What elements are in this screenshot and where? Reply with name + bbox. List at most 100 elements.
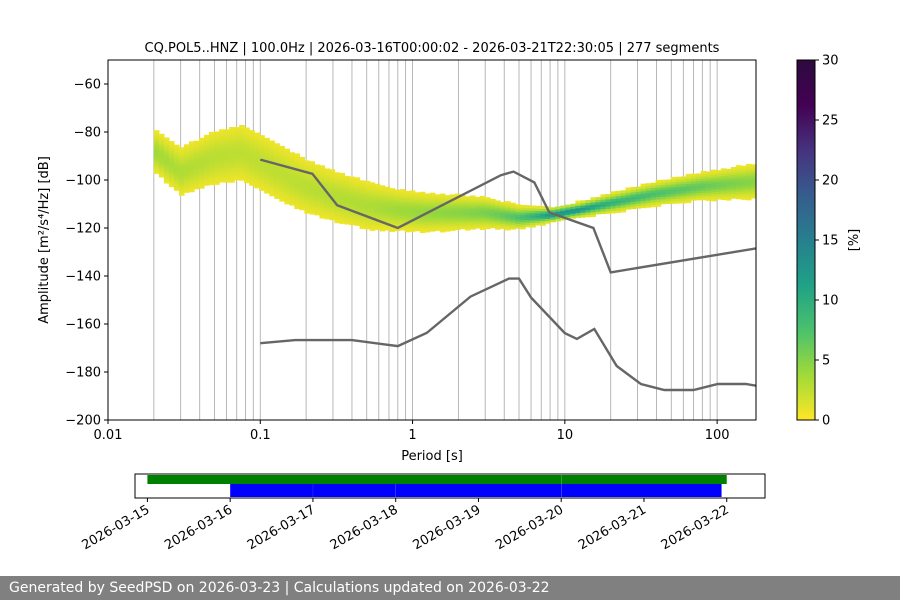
heatmap-cell: [339, 221, 346, 224]
heatmap-cell: [229, 139, 235, 142]
heatmap-cell: [675, 193, 682, 197]
heatmap-cell: [219, 174, 225, 178]
heatmap-cell: [219, 131, 225, 135]
heatmap-cell: [229, 136, 235, 140]
heatmap-cell: [274, 191, 280, 195]
heatmap-cell: [344, 185, 351, 189]
heatmap-cell: [178, 154, 185, 158]
heatmap-cell: [319, 167, 326, 171]
heatmap-cell: [279, 181, 285, 185]
heatmap-cell: [650, 189, 657, 193]
heatmap-cell: [234, 127, 240, 131]
heatmap-cell: [183, 189, 190, 193]
heatmap-cell: [615, 200, 622, 204]
heatmap-cell: [675, 195, 682, 199]
heatmap-cell: [224, 158, 230, 162]
heatmap-cell: [485, 223, 491, 227]
heatmap-cell: [359, 209, 366, 213]
heatmap-cell: [193, 171, 200, 175]
heatmap-cell: [505, 217, 511, 221]
heatmap-cell: [660, 182, 667, 186]
heatmap-cell: [560, 210, 566, 214]
heatmap-cell: [399, 217, 406, 221]
heatmap-cell: [168, 174, 175, 178]
heatmap-cell: [183, 168, 190, 172]
heatmap-cell: [359, 187, 366, 191]
heatmap-cell: [429, 226, 436, 230]
heatmap-cell: [324, 202, 331, 205]
heatmap-cell: [444, 221, 451, 225]
heatmap-cell: [715, 196, 722, 200]
heatmap-cell: [309, 180, 316, 184]
heatmap-cell: [424, 227, 431, 230]
heatmap-cell: [705, 188, 712, 192]
heatmap-cell: [620, 197, 627, 201]
heatmap-cell: [705, 183, 712, 187]
heatmap-cell: [334, 181, 341, 185]
heatmap-cell: [259, 183, 265, 187]
heatmap-cell: [409, 190, 416, 194]
heatmap-cell: [158, 153, 165, 156]
heatmap-cell: [264, 161, 270, 165]
timeline-tick-label: 2026-03-19: [411, 502, 484, 553]
heatmap-cell: [264, 154, 270, 158]
heatmap-cell: [469, 202, 476, 206]
heatmap-cell: [264, 137, 270, 141]
heatmap-cell: [414, 201, 421, 205]
heatmap-cell: [384, 203, 391, 207]
heatmap-cell: [725, 178, 732, 182]
heatmap-cell: [384, 193, 391, 197]
heatmap-cell: [219, 150, 225, 154]
heatmap-cell: [665, 191, 672, 195]
heatmap-cell: [299, 200, 305, 204]
heatmap-cell: [339, 213, 346, 217]
heatmap-cell: [665, 184, 672, 188]
heatmap-cell: [389, 217, 396, 220]
heatmap-cell: [234, 141, 240, 145]
heatmap-cell: [434, 196, 441, 200]
heatmap-cell: [234, 146, 240, 150]
heatmap-cell: [620, 190, 627, 194]
heatmap-cell: [389, 209, 396, 213]
heatmap-cell: [710, 196, 717, 199]
heatmap-cell: [449, 206, 456, 210]
heatmap-cell: [540, 215, 546, 219]
heatmap-cell: [224, 155, 230, 159]
heatmap-cell: [745, 163, 752, 167]
heatmap-cell: [224, 162, 230, 166]
heatmap-cell: [575, 212, 581, 216]
heatmap-cell: [229, 127, 235, 130]
heatmap-cell: [279, 153, 285, 157]
heatmap-cell: [670, 186, 677, 190]
heatmap-cell: [294, 153, 300, 157]
heatmap-cell: [454, 203, 461, 207]
heatmap-cell: [660, 201, 667, 205]
heatmap-cell: [379, 206, 386, 210]
heatmap-cell: [600, 203, 607, 207]
heatmap-cell: [173, 180, 180, 184]
heatmap-cell: [284, 155, 290, 159]
heatmap-cell: [329, 202, 336, 206]
heatmap-cell: [173, 151, 180, 155]
heatmap-cell: [464, 206, 471, 209]
heatmap-cell: [424, 193, 431, 197]
heatmap-cell: [359, 192, 366, 196]
heatmap-cell: [444, 195, 451, 199]
heatmap-cell: [580, 214, 586, 218]
heatmap-cell: [324, 185, 331, 189]
heatmap-cell: [635, 200, 642, 204]
heatmap-cell: [153, 171, 160, 174]
heatmap-cell: [720, 189, 727, 193]
heatmap-cell: [745, 197, 752, 201]
heatmap-cell: [269, 188, 275, 192]
heatmap-cell: [490, 206, 496, 210]
heatmap-cell: [530, 210, 536, 214]
heatmap-cell: [193, 164, 200, 168]
heatmap-cell: [304, 191, 310, 195]
heatmap-cell: [620, 195, 627, 199]
heatmap-cell: [153, 147, 160, 150]
heatmap-cell: [459, 197, 466, 201]
heatmap-cell: [705, 178, 712, 182]
heatmap-cell: [369, 213, 376, 217]
heatmap-cell: [655, 196, 662, 200]
